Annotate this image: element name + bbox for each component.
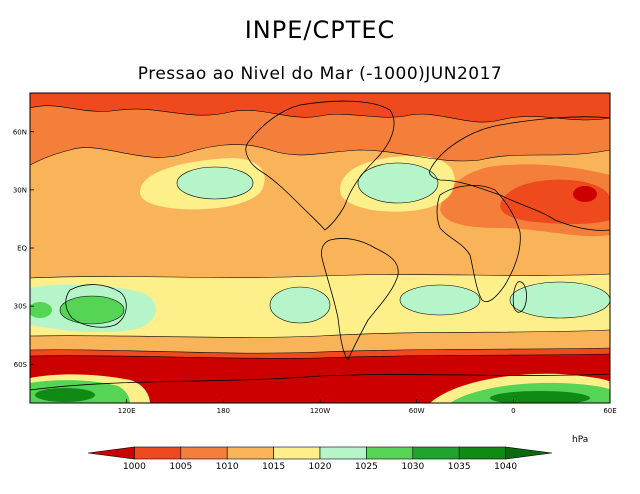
colorbar-swatch <box>412 446 460 460</box>
field-npac-high-1020 <box>177 167 253 199</box>
map-subtitle: Pressao ao Nivel do Mar (-1000)JUN2017 <box>137 64 503 84</box>
colorbar-tick-label: 1040 <box>494 462 517 472</box>
map-title: INPE/CPTEC <box>244 16 396 44</box>
field-natl-high-1020 <box>358 163 438 203</box>
colorbar-swatch <box>366 446 414 460</box>
lon-tick-label: 120E <box>118 407 136 415</box>
lat-tick-label: 30N <box>13 186 27 194</box>
lon-tick-label: 180 <box>217 407 230 415</box>
field-tropics <box>30 205 610 272</box>
field-pacific-high-1020 <box>270 287 330 323</box>
north-america-outline <box>245 100 395 231</box>
australia-outline <box>65 284 127 328</box>
colorbar-tick-label: 1025 <box>355 462 378 472</box>
colorbar-swatch <box>134 446 182 460</box>
colorbar-tick-label: 1015 <box>262 462 285 472</box>
colorbar-tick-label: 1005 <box>169 462 192 472</box>
field-atlantic-high-1020 <box>400 285 480 315</box>
lat-tick-label: 60N <box>13 128 27 136</box>
lon-tick-label: 60E <box>603 407 616 415</box>
field-antarctic-east-1035 <box>490 391 590 403</box>
colorbar-swatch <box>273 446 321 460</box>
field-indian-high-1020 <box>510 282 610 318</box>
field-south-1010 <box>30 330 610 356</box>
colorbar-tick-label: 1020 <box>309 462 332 472</box>
pressure-contours <box>30 105 610 359</box>
south-america-outline <box>321 238 399 361</box>
field-west-high-1025 <box>30 302 52 318</box>
lat-tick-label: 60S <box>14 361 28 369</box>
colorbar-unit: hPa <box>572 435 588 445</box>
lon-tick-label: 60W <box>409 407 425 415</box>
coastlines <box>30 100 610 391</box>
colorbar-swatch <box>180 446 228 460</box>
colorbar-tick-label: 1010 <box>216 462 239 472</box>
lat-tick-label: EQ <box>17 245 27 253</box>
colorbar: 1000 1005 1010 1015 1020 1025 1030 1035 1040 <box>87 446 553 472</box>
colorbar-swatch <box>226 446 274 460</box>
colorbar-tick-label: 1030 <box>401 462 424 472</box>
longitude-axis: 120E 180 120W 60W 0 60E <box>118 399 617 415</box>
antarctica-outline <box>30 373 610 391</box>
lon-tick-label: 0 <box>511 407 515 415</box>
colorbar-tick-label: 1035 <box>448 462 471 472</box>
africa-outline <box>436 185 521 302</box>
colorbar-swatch <box>87 446 135 460</box>
colorbar-swatch <box>458 446 506 460</box>
lat-tick-label: 30S <box>14 303 28 311</box>
colorbar-swatch <box>505 446 553 460</box>
pressure-field <box>30 93 610 403</box>
field-aus-high-1025 <box>60 296 124 324</box>
colorbar-swatch <box>319 446 367 460</box>
field-asia-low-1000 <box>573 186 597 202</box>
eurasia-outline <box>429 116 610 231</box>
field-antarctic-west-1035 <box>35 388 95 402</box>
colorbar-tick-label: 1000 <box>123 462 146 472</box>
latitude-axis: 60N 30N EQ 30S 60S <box>13 128 34 369</box>
field-north-1005 <box>30 93 610 123</box>
madagascar-outline <box>512 281 527 313</box>
lon-tick-label: 120W <box>310 407 330 415</box>
